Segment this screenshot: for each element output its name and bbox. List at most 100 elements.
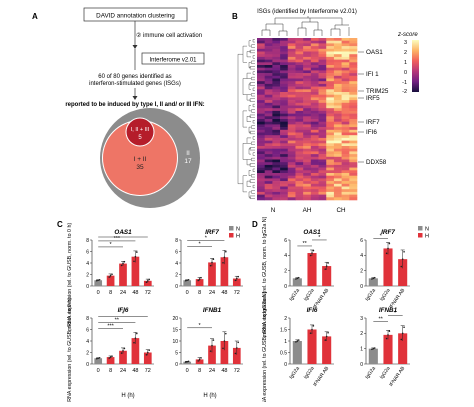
heatmap-cell (341, 121, 350, 125)
data-point (296, 277, 299, 280)
heatmap-cell (303, 164, 312, 168)
heatmap-cell (264, 75, 273, 79)
data-point (136, 251, 138, 253)
heatmap-cell (310, 67, 319, 71)
data-point (185, 361, 187, 363)
y-tick-label: 2 (284, 316, 287, 322)
data-point (108, 276, 110, 278)
heatmap-cell (303, 78, 312, 82)
heatmap-cell (272, 78, 281, 82)
heatmap-cell (287, 143, 296, 147)
heatmap-cell (318, 129, 327, 133)
x-tick-label: 24 (209, 290, 215, 296)
heatmap-cell (257, 197, 265, 201)
heatmap-cell (272, 81, 281, 85)
heatmap-cell (280, 183, 289, 187)
heatmap-cell (264, 62, 273, 66)
heatmap-cell (303, 143, 312, 147)
legend-label-n: N (425, 227, 429, 233)
heatmap-cell (287, 189, 296, 193)
y-tick-label: 15 (172, 327, 178, 333)
heatmap-cell (264, 108, 273, 112)
heatmap-cell (326, 135, 335, 139)
heatmap-cell (257, 175, 265, 179)
gene-label-ifi6: IFI6 (366, 129, 377, 136)
heatmap-cell (333, 197, 342, 201)
heatmap-cell (310, 38, 319, 41)
heatmap-cell (341, 94, 350, 98)
legend-label-h: H (236, 234, 240, 240)
heatmap-cell (349, 108, 358, 112)
heatmap-cell (280, 81, 289, 85)
heatmap-cell (257, 48, 265, 52)
heatmap-cell (310, 137, 319, 141)
data-point (96, 357, 98, 360)
heatmap-cell (326, 92, 335, 95)
heatmap-cell (257, 100, 265, 104)
bar (131, 338, 140, 364)
heatmap-cell (341, 81, 350, 85)
heatmap-cell (272, 137, 281, 141)
data-point (222, 261, 224, 264)
heatmap-cell (349, 92, 358, 95)
heatmap-cell (326, 75, 335, 79)
bar (220, 257, 229, 286)
data-point (200, 357, 202, 359)
heatmap-cell (303, 191, 312, 195)
y-tick-label: 0 (284, 362, 287, 368)
x-tick-label: 48 (221, 368, 227, 374)
heatmap-cell (326, 170, 335, 174)
heatmap-cell (349, 197, 358, 201)
heatmap-cell (264, 183, 273, 187)
heatmap-cell (303, 119, 312, 122)
heatmap-cell (303, 70, 312, 74)
heatmap-cell (333, 43, 342, 47)
legend-swatch-n (418, 226, 423, 231)
heatmap-cell (303, 148, 312, 152)
heatmap-cell (287, 186, 296, 190)
heatmap-cell (287, 100, 296, 104)
y-tick-label: 6 (284, 238, 287, 244)
heatmap-cell (272, 75, 281, 79)
heatmap-cell (287, 121, 296, 125)
significance-label: * (199, 241, 202, 247)
heatmap-cell (257, 108, 265, 112)
venn-outer-label: II (186, 150, 190, 157)
heatmap-cell (333, 181, 342, 185)
heatmap-cell (310, 113, 319, 117)
c-xlabel-left: H (h) (121, 393, 134, 399)
x-tick-label: 0 (186, 368, 189, 374)
data-point (387, 247, 389, 250)
heatmap-cell (287, 94, 296, 98)
data-point (136, 332, 138, 335)
heatmap-cell (318, 119, 327, 122)
heatmap-cell (287, 135, 296, 139)
heatmap-cell (287, 51, 296, 55)
heatmap-cell (295, 92, 304, 95)
y-tick-label: 0 (86, 284, 89, 290)
heatmap-cell (310, 135, 319, 139)
heatmap-cell (264, 197, 273, 201)
heatmap-cell (303, 121, 312, 125)
data-point (309, 254, 312, 257)
heatmap-cell (264, 78, 273, 82)
heatmap-cell (333, 167, 342, 171)
heatmap-cell (257, 67, 265, 71)
heatmap-cell (287, 40, 296, 44)
heatmap-cell (326, 143, 335, 147)
y-tick-label: 6 (86, 249, 89, 255)
heatmap-cell (257, 146, 265, 149)
heatmap-cell (287, 170, 296, 174)
heatmap-cell (264, 86, 273, 90)
heatmap-cell (264, 170, 273, 174)
heatmap-cell (326, 51, 335, 55)
data-point (211, 261, 213, 264)
heatmap-cell (349, 116, 358, 120)
significance-label: * (110, 242, 113, 248)
heatmap-cell (326, 178, 335, 182)
heatmap-cell (272, 105, 281, 109)
heatmap-cell (333, 116, 342, 120)
heatmap-cell (280, 83, 289, 87)
data-point (327, 331, 329, 334)
